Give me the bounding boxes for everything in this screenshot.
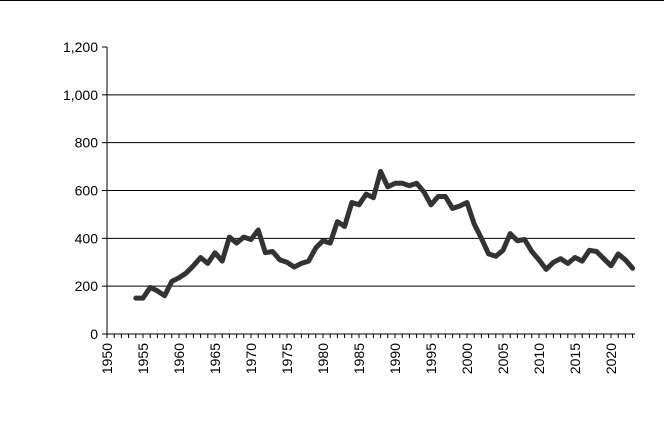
data-line	[133, 168, 636, 301]
y-tick-label: 800	[75, 135, 99, 151]
x-axis: 1950 1955 1960 1965 1970 1975 1980 1985 1990 1995…	[99, 333, 635, 374]
x-tick-label: 2020	[603, 343, 619, 374]
y-tick-label: 1,000	[63, 87, 98, 103]
x-tick-label: 1965	[207, 343, 223, 374]
x-tick-label: 1990	[387, 343, 403, 374]
x-tick-label: 2000	[459, 343, 475, 374]
x-tick-label: 2015	[567, 343, 583, 374]
x-tick-label: 1975	[279, 343, 295, 374]
x-tick-label: 2005	[495, 343, 511, 374]
y-axis: 0 200 400 600 800 1,000 1,200	[63, 39, 108, 342]
y-tick-label: 600	[75, 183, 99, 199]
top-border-rule	[0, 0, 664, 1]
x-tick-label: 1950	[99, 343, 115, 374]
x-tick-label: 1960	[171, 343, 187, 374]
x-tick-label: 2010	[531, 343, 547, 374]
x-tick-label: 1970	[243, 343, 259, 374]
x-tick-label: 1980	[315, 343, 331, 374]
x-tick-label: 1985	[351, 343, 367, 374]
y-tick-label: 200	[75, 278, 99, 294]
x-tick-label: 1995	[423, 343, 439, 374]
y-tick-label: 1,200	[63, 39, 98, 55]
y-tick-label: 0	[90, 326, 98, 342]
y-tick-label: 400	[75, 230, 99, 246]
gridlines	[107, 94, 635, 287]
x-tick-label: 1955	[135, 343, 151, 374]
